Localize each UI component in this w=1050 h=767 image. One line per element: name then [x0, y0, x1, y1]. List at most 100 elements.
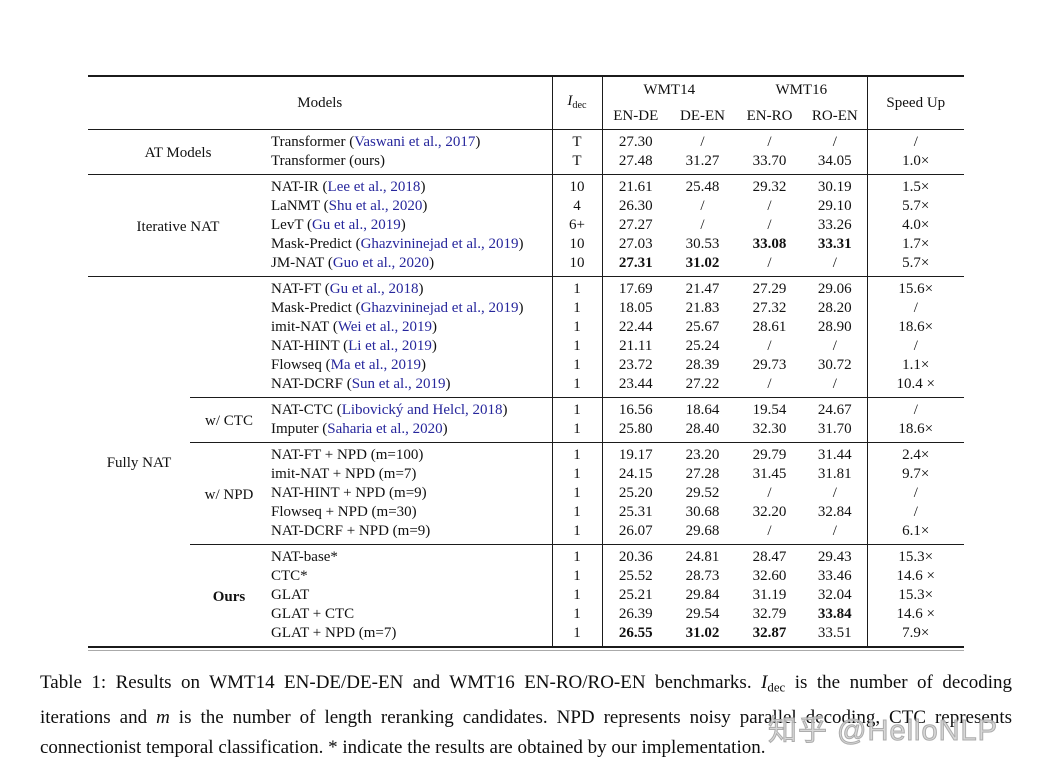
score-cell: 28.90: [817, 319, 852, 335]
idec-cell: 1: [551, 375, 603, 398]
col-header-de-en: DE-EN: [669, 103, 737, 130]
citation-link[interactable]: Ma et al., 2019: [330, 357, 421, 373]
citation-link[interactable]: Li et al., 2019: [348, 338, 432, 354]
score-cell: 29.32: [736, 174, 804, 197]
citation-link[interactable]: Gu et al., 2019: [311, 217, 401, 233]
score-cell: /: [767, 198, 772, 214]
caption-part2: is the number of decoding iterations and: [40, 672, 1012, 728]
table-row: GLAT 1 25.21 29.84 31.19 32.04 15.3×: [88, 586, 965, 605]
score-cell: /: [767, 523, 772, 539]
table-row: Transformer (ours) T 27.48 31.27 33.70 34.05 1…: [88, 152, 965, 175]
table-row: Fully NAT NAT-FT (Gu et al., 2018) 1 17.69 2…: [88, 276, 965, 647]
citation-link[interactable]: Shu et al., 2020: [328, 198, 423, 214]
speedup-cell: 9.7×: [866, 465, 965, 484]
score-cell: 21.47: [669, 276, 737, 299]
results-table-container: Models Idec WMT14 WMT16 Speed Up EN-DE D…: [88, 75, 965, 651]
score-cell: 19.54: [736, 397, 804, 420]
idec-column-header: Idec: [551, 76, 603, 130]
speedup-cell: /: [866, 503, 965, 522]
model-cell: Mask-Predict (Ghazvininejad et al., 2019…: [271, 300, 524, 316]
model-cell: Imputer (Saharia et al., 2020): [271, 421, 448, 437]
citation-link[interactable]: Ghazvininejad et al., 2019: [360, 236, 519, 252]
score-cell: 28.73: [685, 568, 720, 584]
speedup-cell: /: [866, 484, 965, 503]
citation-link[interactable]: Ghazvininejad et al., 2019: [360, 300, 519, 316]
table-row: GLAT + NPD (m=7) 1 26.55 31.02 32.87 33.51 7.9…: [88, 624, 965, 647]
score-cell: 30.53: [685, 236, 720, 252]
speedup-cell: 5.7×: [866, 197, 965, 216]
score-cell: 26.55: [618, 625, 653, 641]
score-cell: 33.08: [752, 236, 787, 252]
speedup-cell: /: [866, 337, 965, 356]
model-cell: NAT-DCRF + NPD (m=9): [271, 523, 431, 539]
speedup-cell: 5.7×: [866, 254, 965, 277]
score-cell: 29.73: [752, 357, 787, 373]
score-cell: 31.19: [752, 587, 787, 603]
score-cell: 29.52: [685, 485, 720, 501]
idec-cell: 1: [551, 299, 603, 318]
subgroup-label: Ours: [190, 544, 268, 647]
citation-link[interactable]: Libovický and Helcl, 2018: [341, 402, 503, 418]
score-cell: 26.39: [618, 606, 653, 622]
speedup-cell: 14.6 ×: [866, 605, 965, 624]
table-row: w/ CTC NAT-CTC (Libovický and Helcl, 2018…: [88, 397, 965, 443]
score-cell: /: [700, 217, 705, 233]
score-cell: /: [767, 485, 772, 501]
speedup-cell: 1.1×: [866, 356, 965, 375]
citation-link[interactable]: Wei et al., 2019: [337, 319, 432, 335]
caption-idec-symbol: Idec: [761, 672, 786, 695]
header-row-top: Models Idec WMT14 WMT16 Speed Up: [88, 76, 965, 130]
model-cell: Transformer (ours): [271, 153, 386, 169]
citation-link[interactable]: Gu et al., 2018: [329, 281, 419, 297]
table-row: imit-NAT + NPD (m=7) 1 24.15 27.28 31.45 31.8…: [88, 465, 965, 484]
citation-link[interactable]: Saharia et al., 2020: [327, 421, 443, 437]
model-cell: NAT-HINT (Li et al., 2019): [271, 338, 437, 354]
citation-link[interactable]: Sun et al., 2019: [351, 376, 446, 392]
table-row: GLAT + CTC 1 26.39 29.54 32.79 33.84 14.6 ×: [88, 605, 965, 624]
caption-part3: is the number of length reranking candid…: [40, 706, 1012, 758]
citation-link[interactable]: Lee et al., 2018: [327, 179, 421, 195]
model-cell: CTC*: [271, 568, 308, 584]
score-cell: 31.45: [752, 466, 787, 482]
idec-cell: 1: [551, 318, 603, 337]
score-cell: 33.26: [817, 217, 852, 233]
score-cell: 32.04: [817, 587, 852, 603]
table-row: Iterative NAT NAT-IR (Lee et al., 2018) 10…: [88, 174, 965, 277]
speedup-cell: 10.4 ×: [866, 375, 965, 398]
table-row: Ours NAT-base* 1 20.36 24.81 28.47 29.43 15.3×: [88, 544, 965, 647]
score-cell: 28.61: [752, 319, 787, 335]
table-row: CTC* 1 25.52 28.73 32.60 33.46 14.6 ×: [88, 567, 965, 586]
model-cell: Flowseq (Ma et al., 2019): [271, 357, 426, 373]
score-cell: 32.30: [752, 421, 787, 437]
col-header-ro-en: RO-EN: [803, 103, 868, 130]
score-cell: 33.46: [817, 568, 852, 584]
header-row-langs: EN-DE DE-EN EN-RO RO-EN: [88, 103, 964, 130]
model-cell: NAT-HINT + NPD (m=9): [271, 485, 427, 501]
citation-link[interactable]: Guo et al., 2020: [332, 255, 430, 271]
model-cell: imit-NAT + NPD (m=7): [271, 466, 417, 482]
idec-cell: 1: [551, 544, 603, 567]
citation-link[interactable]: Vaswani et al., 2017: [354, 134, 476, 150]
score-cell: 16.56: [602, 397, 669, 420]
table-row: Mask-Predict (Ghazvininejad et al., 2019…: [88, 235, 965, 254]
model-cell: GLAT: [271, 587, 310, 603]
model-cell: imit-NAT (Wei et al., 2019): [271, 319, 437, 335]
score-cell: /: [832, 338, 837, 354]
model-cell: NAT-base*: [268, 544, 552, 567]
score-cell: /: [832, 376, 837, 392]
score-cell: 25.24: [685, 338, 720, 354]
speedup-cell: 15.3×: [866, 586, 965, 605]
subgroup-label: w/ NPD: [190, 442, 268, 545]
score-cell: /: [700, 134, 705, 150]
score-cell: 20.36: [602, 544, 669, 567]
table-row: NAT-HINT (Li et al., 2019) 1 21.11 25.24 / / /: [88, 337, 965, 356]
models-column-header: Models: [88, 76, 552, 130]
col-header-en-ro: EN-RO: [736, 103, 804, 130]
score-cell: 29.84: [685, 587, 720, 603]
score-cell: 27.22: [685, 376, 720, 392]
score-cell: 24.81: [669, 544, 737, 567]
score-cell: 25.52: [618, 568, 653, 584]
table-row: w/ NPD NAT-FT + NPD (m=100) 1 19.17 23.20 29.…: [88, 442, 965, 545]
idec-cell: 1: [551, 624, 603, 647]
score-cell: 29.43: [803, 544, 868, 567]
